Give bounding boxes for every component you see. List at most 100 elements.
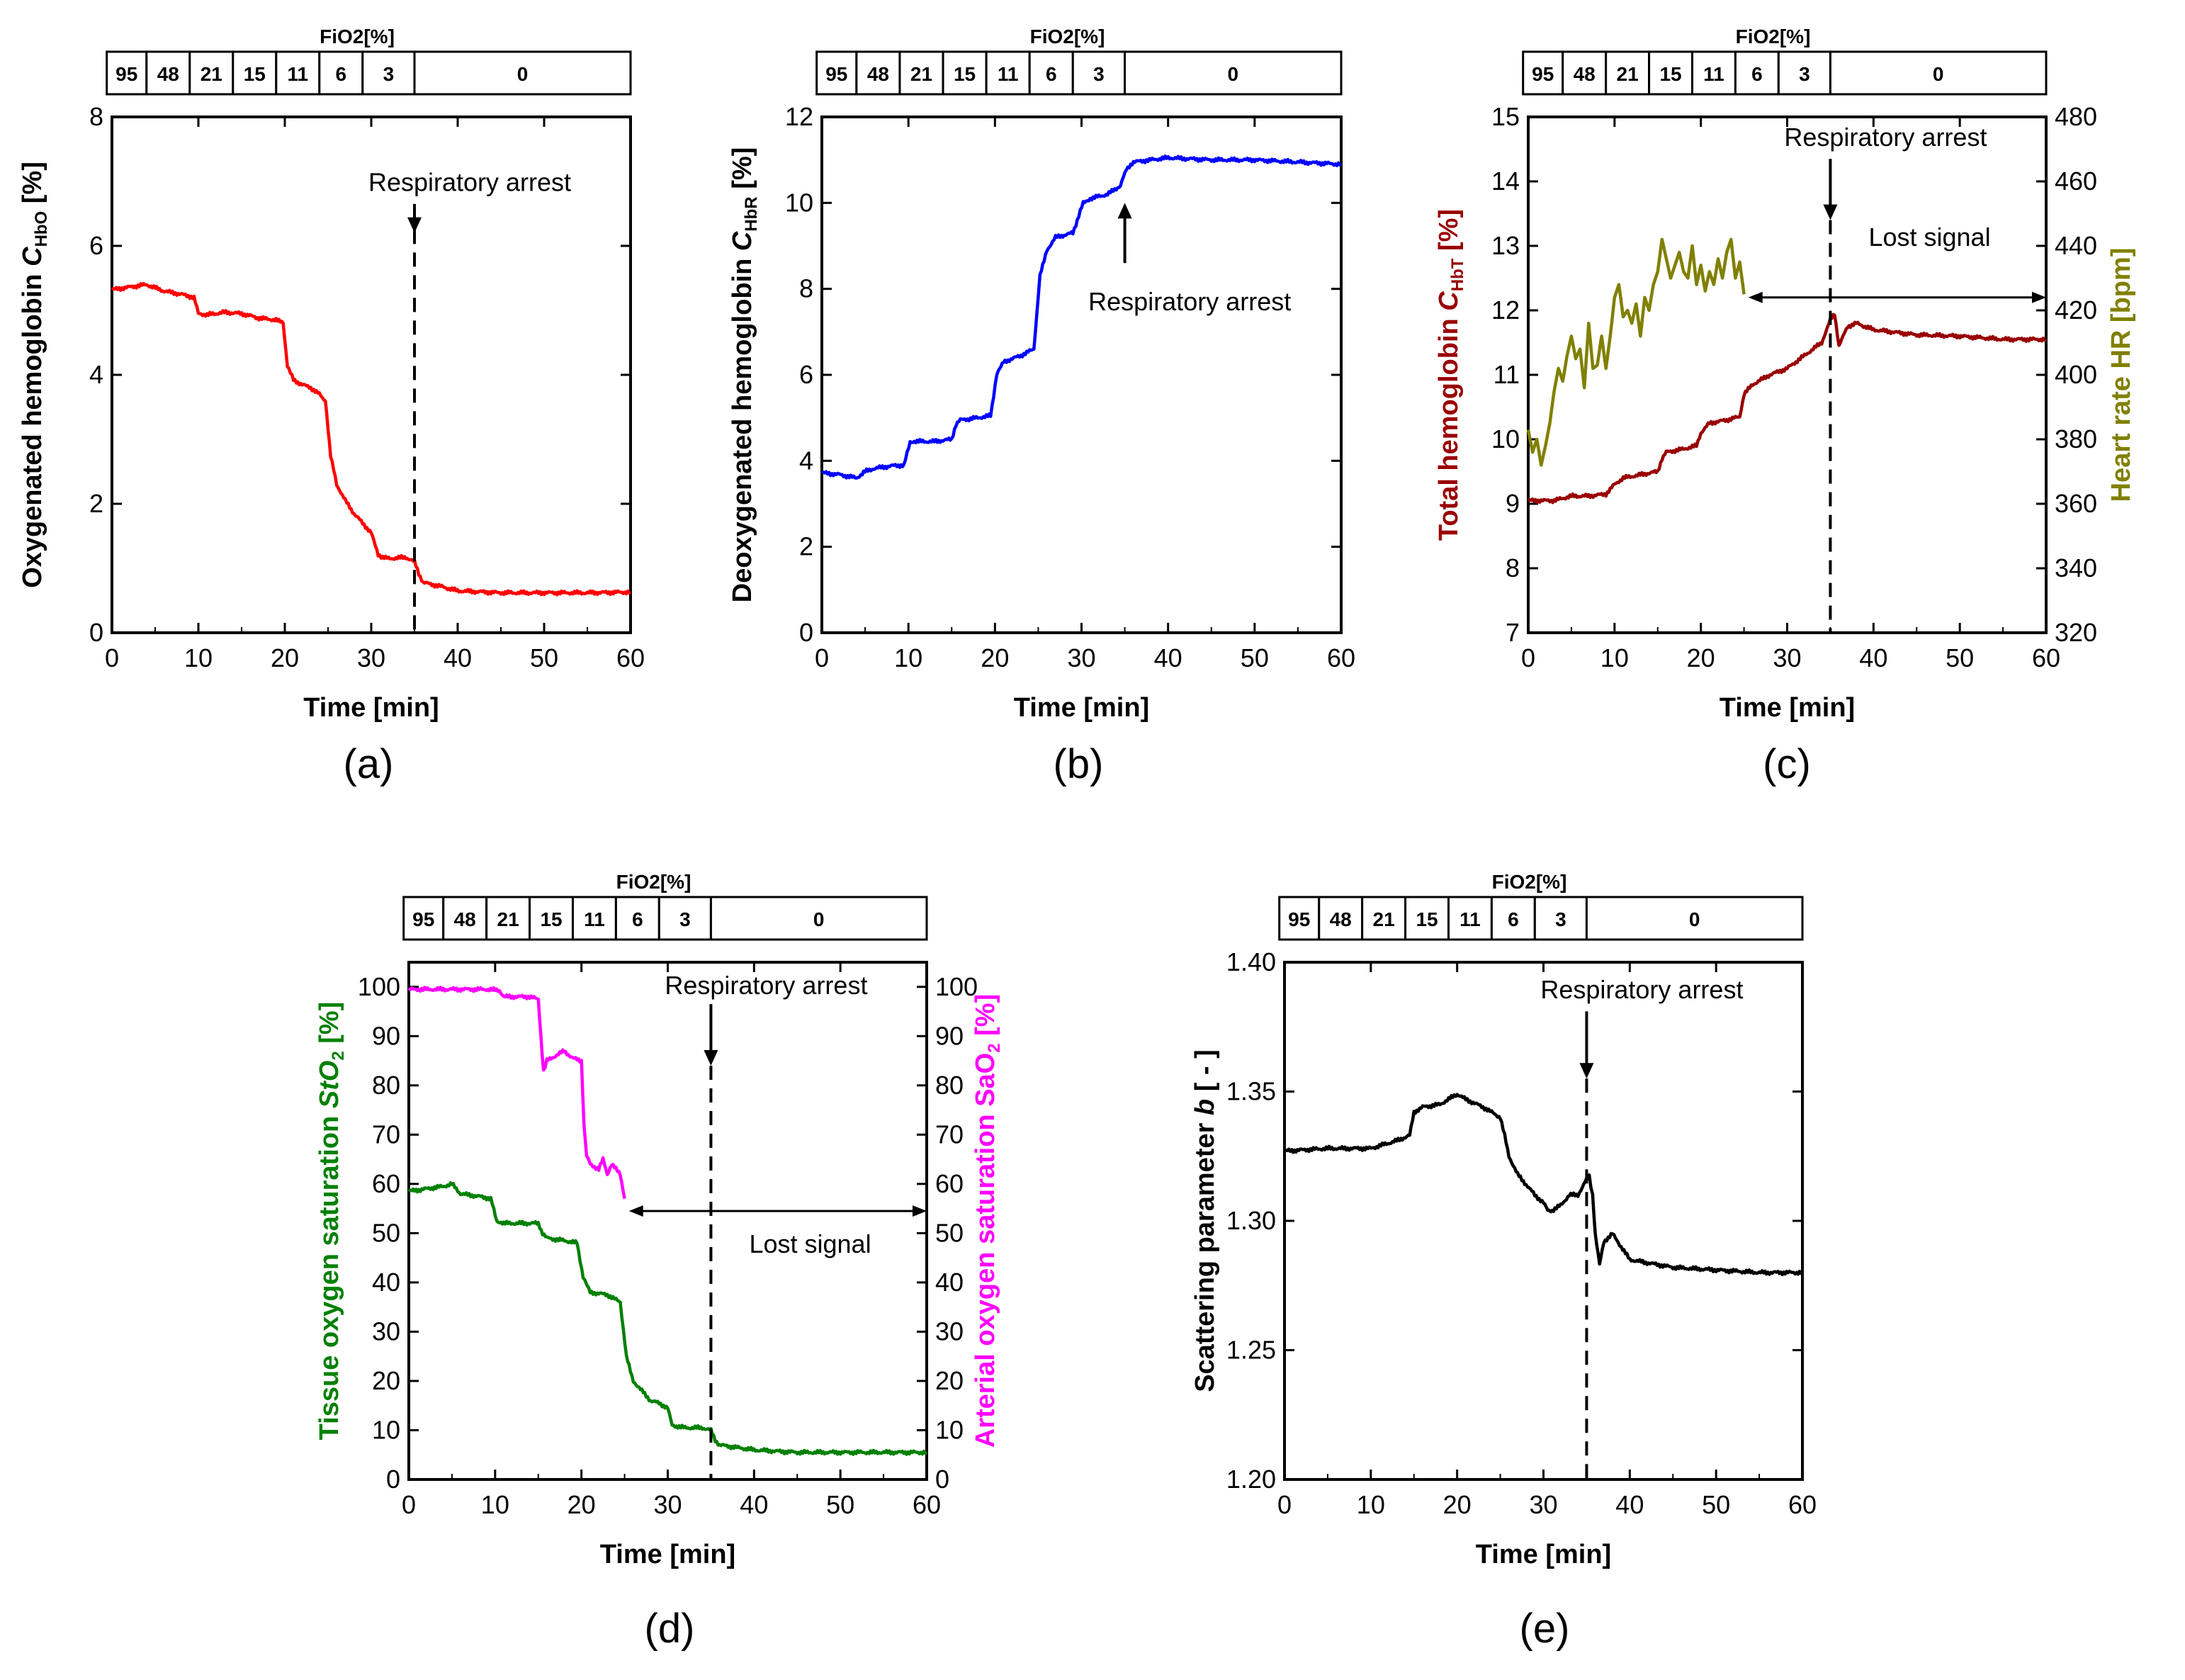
fio2-cell-label: 48 <box>867 63 889 85</box>
respiratory-arrest-label: Respiratory arrest <box>1784 123 1987 152</box>
fio2-cell <box>188 50 235 96</box>
arrow-head <box>1823 204 1838 220</box>
panel-e: FiO2[%]95 48 21 15 11 6 3 00 10 20 30 40 50 601.201.2… <box>1190 871 1817 1652</box>
y-tick-label: 40 <box>372 1268 400 1297</box>
series-line <box>111 281 632 597</box>
y2-tick-label: 90 <box>935 1021 964 1050</box>
y2-tick-label: 420 <box>2055 295 2097 325</box>
y-tick-label: 15 <box>1491 102 1520 131</box>
panel-label: (b) <box>1054 741 1104 787</box>
y-tick-label: 12 <box>785 102 813 131</box>
y2-tick-label: 10 <box>935 1415 964 1444</box>
fio2-bar-d: FiO2[%] 95 48 21 15 11 6 3 0 <box>402 871 928 941</box>
y-tick-label: 2 <box>89 489 103 518</box>
fio2-cell-label: 15 <box>954 63 976 85</box>
respiratory-arrest-label: Respiratory arrest <box>1088 287 1291 316</box>
fio2-cell-label: 95 <box>412 908 434 930</box>
fio2-cell <box>1533 896 1588 941</box>
y-tick-label: 14 <box>1491 167 1520 196</box>
fio2-cell <box>614 896 660 941</box>
x-tick-label: 30 <box>1067 643 1095 672</box>
fio2-cell <box>709 896 928 941</box>
y-tick-label: 30 <box>372 1317 400 1346</box>
fio2-cell <box>402 896 445 941</box>
y-tick-label: 6 <box>799 360 813 389</box>
fio2-cell <box>657 896 712 941</box>
x-tick-label: 40 <box>740 1490 768 1519</box>
y-tick-label: 20 <box>372 1366 400 1395</box>
lost-signal-label: Lost signal <box>749 1229 871 1258</box>
x-tick-label: 20 <box>1443 1490 1472 1519</box>
y-tick-label: 0 <box>386 1465 400 1494</box>
lost-signal-label: Lost signal <box>1868 222 1990 252</box>
respiratory-arrest-label: Respiratory arrest <box>665 971 867 1000</box>
x-axis-label: Time [min] <box>600 1540 735 1569</box>
fio2-cell <box>1278 896 1321 941</box>
y-tick-label: 1.40 <box>1226 947 1276 976</box>
y-axis-label: Deoxygenated hemoglobin CHbR [%] <box>728 147 761 603</box>
y-tick-label: 100 <box>358 972 400 1001</box>
y2-tick-label: 40 <box>935 1268 964 1297</box>
fio2-cell-label: 48 <box>1330 908 1352 930</box>
y2-tick-label: 440 <box>2055 231 2097 260</box>
arrow-head <box>704 1050 718 1066</box>
x-tick-label: 40 <box>444 643 472 672</box>
fio2-cell-label: 0 <box>813 908 825 930</box>
fio2-cell <box>1318 896 1364 941</box>
y-tick-label: 8 <box>1506 553 1520 582</box>
y2-tick-label: 100 <box>935 972 978 1001</box>
panel-a: FiO2[%]95 48 21 15 11 6 3 00 10 20 30 40 50 6002468Ti… <box>18 26 645 787</box>
fio2-bar-b: FiO2[%] 95 48 21 15 11 6 3 0 <box>815 26 1343 96</box>
y2-tick-label: 20 <box>935 1366 964 1395</box>
respiratory-arrest-label: Respiratory arrest <box>1540 975 1743 1004</box>
y-axis-label: Total hemoglobin CHbT [%] <box>1434 209 1467 541</box>
y-tick-label: 10 <box>372 1415 400 1444</box>
y-tick-label: 0 <box>799 618 813 647</box>
fio2-cell-label: 0 <box>1689 908 1700 930</box>
panel-b: FiO2[%]95 48 21 15 11 6 3 00 10 20 30 40 50 600246810… <box>728 26 1355 787</box>
x-tick-label: 60 <box>1327 643 1355 672</box>
x-axis-label: Time [min] <box>1476 1540 1611 1569</box>
y2-tick-label: 340 <box>2055 553 2097 582</box>
y2-axis-label: Arterial oxygen saturation SaO2 [%] <box>971 994 1004 1448</box>
x-tick-label: 10 <box>894 643 922 672</box>
y-tick-label: 9 <box>1506 489 1520 518</box>
arrow-head <box>628 1205 643 1217</box>
y-tick-label: 60 <box>372 1169 400 1198</box>
y-tick-label: 6 <box>89 231 103 260</box>
fio2-cell <box>106 50 148 96</box>
fio2-cell-label: 3 <box>383 63 395 85</box>
fio2-cell-label: 21 <box>497 908 519 930</box>
x-tick-label: 0 <box>1521 643 1535 672</box>
x-tick-label: 0 <box>402 1490 416 1519</box>
series-line <box>407 986 626 1200</box>
arrow-head <box>407 217 422 233</box>
fio2-bar-e: FiO2[%] 95 48 21 15 11 6 3 0 <box>1278 871 1804 941</box>
y-tick-label: 8 <box>89 102 103 131</box>
x-tick-label: 60 <box>2032 643 2060 672</box>
fio2-cell-label: 15 <box>1416 908 1438 930</box>
fio2-cell <box>1562 50 1608 96</box>
fio2-cell-label: 3 <box>1555 908 1566 930</box>
fio2-cell-label: 48 <box>454 908 476 930</box>
fio2-cell-label: 95 <box>1288 908 1310 930</box>
fio2-cell <box>1124 50 1343 96</box>
y-tick-label: 11 <box>1494 360 1520 389</box>
panel-label: (d) <box>645 1606 695 1652</box>
y-tick-label: 50 <box>372 1218 400 1247</box>
x-axis-label: Time [min] <box>1720 693 1855 723</box>
fio2-cell-label: 95 <box>825 63 847 85</box>
panel-label: (c) <box>1763 741 1811 787</box>
y-tick-label: 7 <box>1506 618 1520 647</box>
fio2-cell <box>442 896 488 941</box>
fio2-cell-label: 0 <box>1933 63 1944 85</box>
fio2-cell-label: 11 <box>287 63 308 85</box>
fio2-cell <box>361 50 416 96</box>
arrow-head <box>1748 291 1763 303</box>
fio2-cell-label: 6 <box>1046 63 1057 85</box>
x-tick-label: 40 <box>1859 643 1887 672</box>
x-tick-label: 40 <box>1615 1490 1644 1519</box>
panel-label: (e) <box>1520 1606 1570 1652</box>
series-line <box>821 154 1343 480</box>
